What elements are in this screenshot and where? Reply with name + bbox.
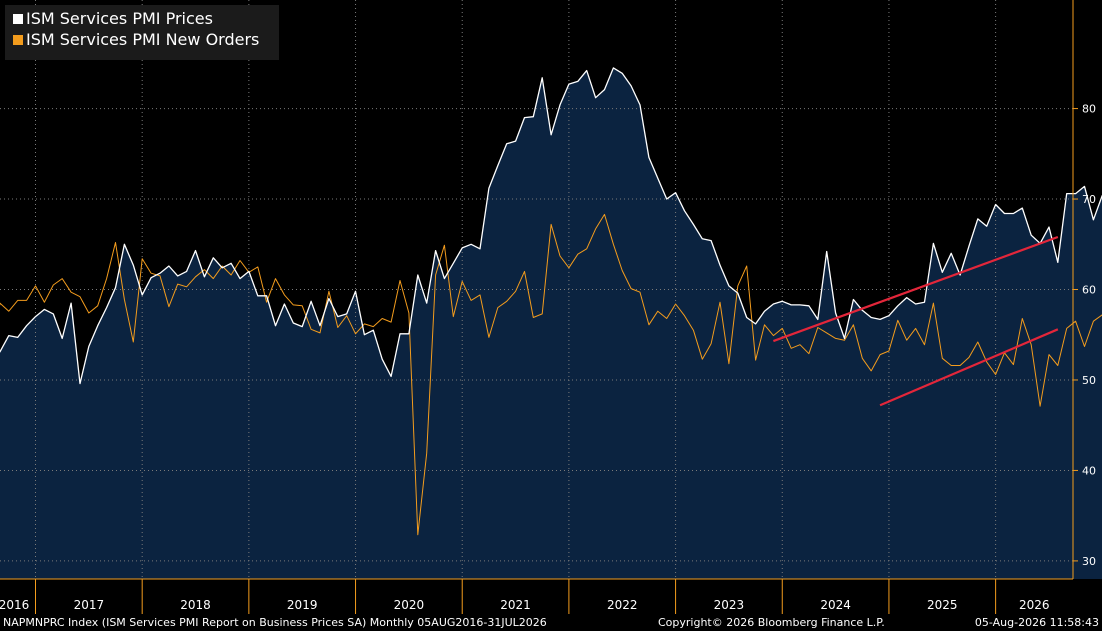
xtick-label-2019: 2019 bbox=[287, 598, 318, 612]
legend-swatch-new-orders bbox=[13, 35, 23, 45]
xtick-label-2022: 2022 bbox=[607, 598, 638, 612]
series-lines bbox=[0, 67, 1102, 536]
legend-swatch-prices bbox=[13, 14, 23, 24]
xtick-label-2025: 2025 bbox=[927, 598, 958, 612]
ytick-label-30: 30 bbox=[1082, 555, 1096, 568]
ytick-label-50: 50 bbox=[1082, 374, 1096, 387]
legend: ISM Services PMI Prices ISM Services PMI… bbox=[5, 5, 279, 60]
trendline-annotations bbox=[772, 235, 1059, 407]
prices-line bbox=[0, 67, 1102, 385]
xtick-label-2016: 2016 bbox=[0, 598, 29, 612]
area-fill-layer bbox=[0, 67, 1102, 579]
axes bbox=[0, 0, 1078, 614]
footer-ticker-description: NAPMNPRC Index (ISM Services PMI Report … bbox=[3, 616, 547, 629]
upper-trendline bbox=[772, 235, 1059, 343]
ytick-label-60: 60 bbox=[1082, 284, 1096, 297]
xtick-label-2018: 2018 bbox=[180, 598, 211, 612]
xtick-label-2017: 2017 bbox=[74, 598, 105, 612]
ytick-label-40: 40 bbox=[1082, 464, 1096, 477]
footer-timestamp: 05-Aug-2026 11:58:43 bbox=[974, 616, 1099, 629]
xtick-label-2023: 2023 bbox=[714, 598, 745, 612]
xtick-label-2026: 2026 bbox=[1019, 598, 1050, 612]
legend-label-prices: ISM Services PMI Prices bbox=[26, 9, 213, 28]
gridlines bbox=[0, 0, 1073, 579]
lower-trendline bbox=[879, 328, 1059, 407]
footer: NAPMNPRC Index (ISM Services PMI Report … bbox=[0, 614, 1102, 631]
xtick-label-2020: 2020 bbox=[394, 598, 425, 612]
new-orders-line bbox=[0, 213, 1102, 536]
legend-label-new-orders: ISM Services PMI New Orders bbox=[26, 30, 260, 49]
ytick-label-70: 70 bbox=[1082, 193, 1096, 206]
footer-copyright: Copyright© 2026 Bloomberg Finance L.P. bbox=[658, 616, 885, 629]
xtick-label-2024: 2024 bbox=[820, 598, 851, 612]
ytick-label-80: 80 bbox=[1082, 103, 1096, 116]
tick-labels: 30 40 50 60 70 80 2016 2017 2018 2019 2020 2021 2022… bbox=[0, 103, 1096, 612]
xtick-label-2021: 2021 bbox=[500, 598, 531, 612]
prices-area-fill bbox=[0, 67, 1102, 579]
